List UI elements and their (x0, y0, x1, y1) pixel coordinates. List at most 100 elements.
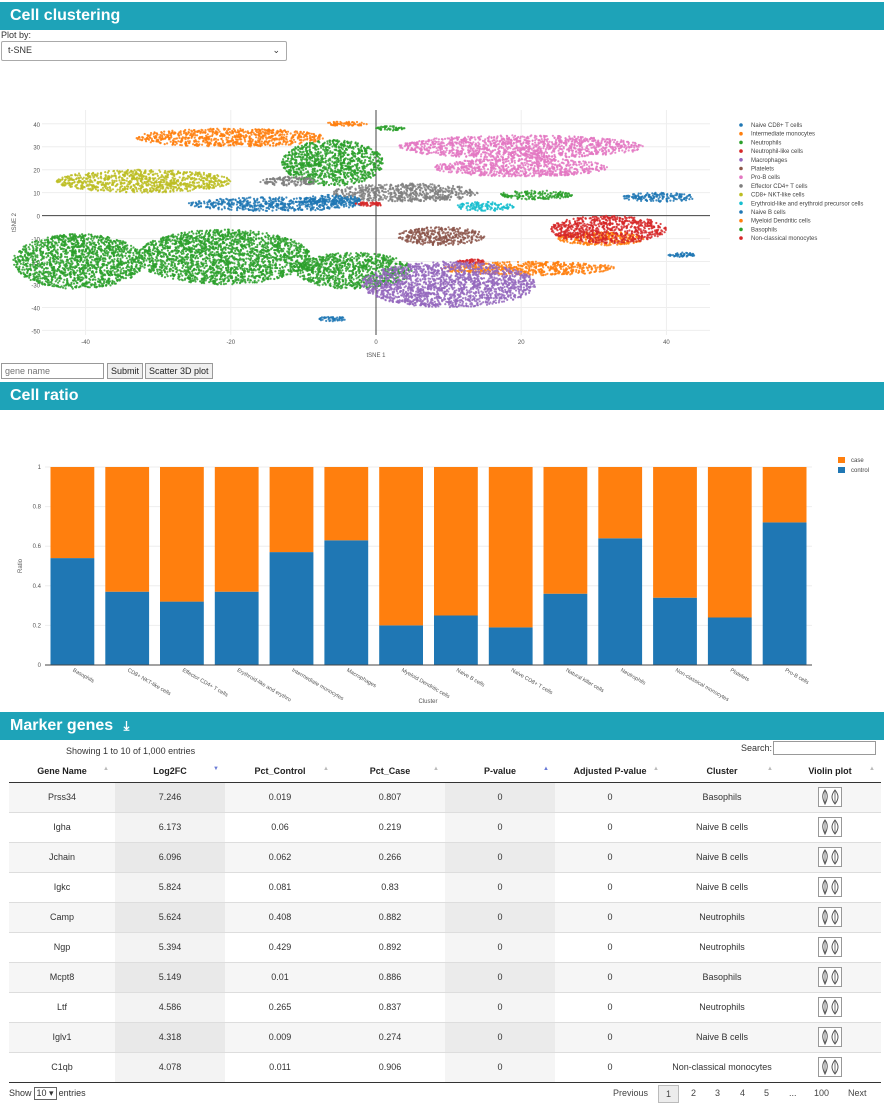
scatter-point (111, 283, 113, 285)
scatter-point (65, 243, 67, 245)
scatter-point (608, 244, 610, 246)
scatter-point (529, 263, 531, 265)
scatter-point (626, 195, 628, 197)
scatter-point (299, 143, 301, 145)
scatter-point (669, 200, 671, 202)
scatter-point (283, 140, 285, 142)
scatter-point (293, 139, 295, 141)
scatter-point (73, 271, 75, 273)
scatter-point (626, 238, 628, 240)
scatter-point (52, 272, 54, 274)
scatter-point (528, 267, 530, 269)
scatter-point (102, 253, 104, 255)
scatter-point (591, 268, 593, 270)
scatter-point (17, 256, 19, 258)
scatter-point (286, 264, 288, 266)
scatter-point (66, 263, 68, 265)
scatter-point (643, 197, 645, 199)
scatter-point (85, 248, 87, 250)
scatter-point (57, 253, 59, 255)
scatter-point (285, 209, 287, 211)
scatter-point (79, 285, 81, 287)
scatter-point (170, 275, 172, 277)
section-title: Cell clustering (10, 7, 120, 24)
scatter-point (27, 269, 29, 271)
scatter-point (215, 202, 217, 204)
scatter-point (29, 248, 31, 250)
scatter-point (156, 257, 158, 259)
scatter-point (257, 279, 259, 281)
scatter-point (74, 257, 76, 259)
scatter-point (95, 258, 97, 260)
scatter-point (67, 259, 69, 261)
scatter-point (217, 139, 219, 141)
tsne-plot[interactable]: 403020100-10-20-30-40-50-40-2002040tSNE … (0, 100, 888, 360)
scatter-point (509, 263, 511, 265)
scatter-point (278, 138, 280, 140)
scatter-point (679, 195, 681, 197)
scatter-point (641, 198, 643, 200)
scatter-point (573, 241, 575, 243)
scatter-point (208, 235, 210, 237)
scatter-point (130, 269, 132, 271)
scatter-point (35, 271, 37, 273)
scatter-point (155, 136, 157, 138)
scatter-point (268, 133, 270, 135)
scatter-point (272, 206, 274, 208)
scatter-point (686, 252, 688, 254)
scatter-point (22, 272, 24, 274)
scatter-point (63, 279, 65, 281)
scatter-point (225, 198, 227, 200)
scatter-point (150, 255, 152, 257)
scatter-point (185, 236, 187, 238)
scatter-point (248, 141, 250, 143)
scatter-point (89, 242, 91, 244)
y-tick-label: 20 (33, 169, 40, 175)
scatter-point (668, 197, 670, 199)
scatter-point (32, 260, 34, 262)
scatter-point (176, 137, 178, 139)
scatter-point (44, 277, 46, 279)
scatter-point (116, 255, 118, 257)
scatter-point (200, 202, 202, 204)
scatter-point (275, 209, 277, 211)
scatter-point (296, 205, 298, 207)
scatter-point (100, 256, 102, 258)
scatter-point (291, 142, 293, 144)
scatter-point (119, 250, 121, 252)
scatter-point (236, 203, 238, 205)
scatter-point (107, 262, 109, 264)
scatter-point (306, 136, 308, 138)
scatter-point (51, 237, 53, 239)
scatter-point (91, 259, 93, 261)
scatter-point (108, 239, 110, 241)
scatter-point (59, 275, 61, 277)
scatter-point (94, 276, 96, 278)
scatter-point (25, 275, 27, 277)
scatter-point (101, 277, 103, 279)
scatter-point (112, 248, 114, 250)
scatter-point (97, 278, 99, 280)
scatter-point (119, 242, 121, 244)
scatter-point (539, 269, 541, 271)
scatter-point (271, 264, 273, 266)
scatter-point (41, 266, 43, 268)
scatter-point (227, 133, 229, 135)
scatter-point (249, 234, 251, 236)
scatter-point (170, 133, 172, 135)
scatter-point (56, 260, 58, 262)
plot-by-select[interactable]: t-SNE ⌄ (1, 41, 287, 61)
scatter-point (85, 256, 87, 258)
scatter-point (85, 238, 87, 240)
scatter-point (506, 261, 508, 263)
scatter-point (229, 204, 231, 206)
scatter-point (16, 266, 18, 268)
scatter-point (217, 237, 219, 239)
scatter-point (84, 267, 86, 269)
scatter-point (72, 248, 74, 250)
scatter-point (168, 132, 170, 134)
scatter-point (589, 271, 591, 273)
scatter-point (85, 250, 87, 252)
scatter-point (278, 251, 280, 253)
scatter-point (299, 206, 301, 208)
